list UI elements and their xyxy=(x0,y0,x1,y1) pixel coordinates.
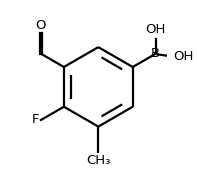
Text: O: O xyxy=(36,19,46,32)
Text: OH: OH xyxy=(145,23,166,36)
Text: CH₃: CH₃ xyxy=(86,154,111,167)
Text: OH: OH xyxy=(174,50,194,63)
Text: F: F xyxy=(32,114,39,126)
Text: B: B xyxy=(151,47,160,60)
